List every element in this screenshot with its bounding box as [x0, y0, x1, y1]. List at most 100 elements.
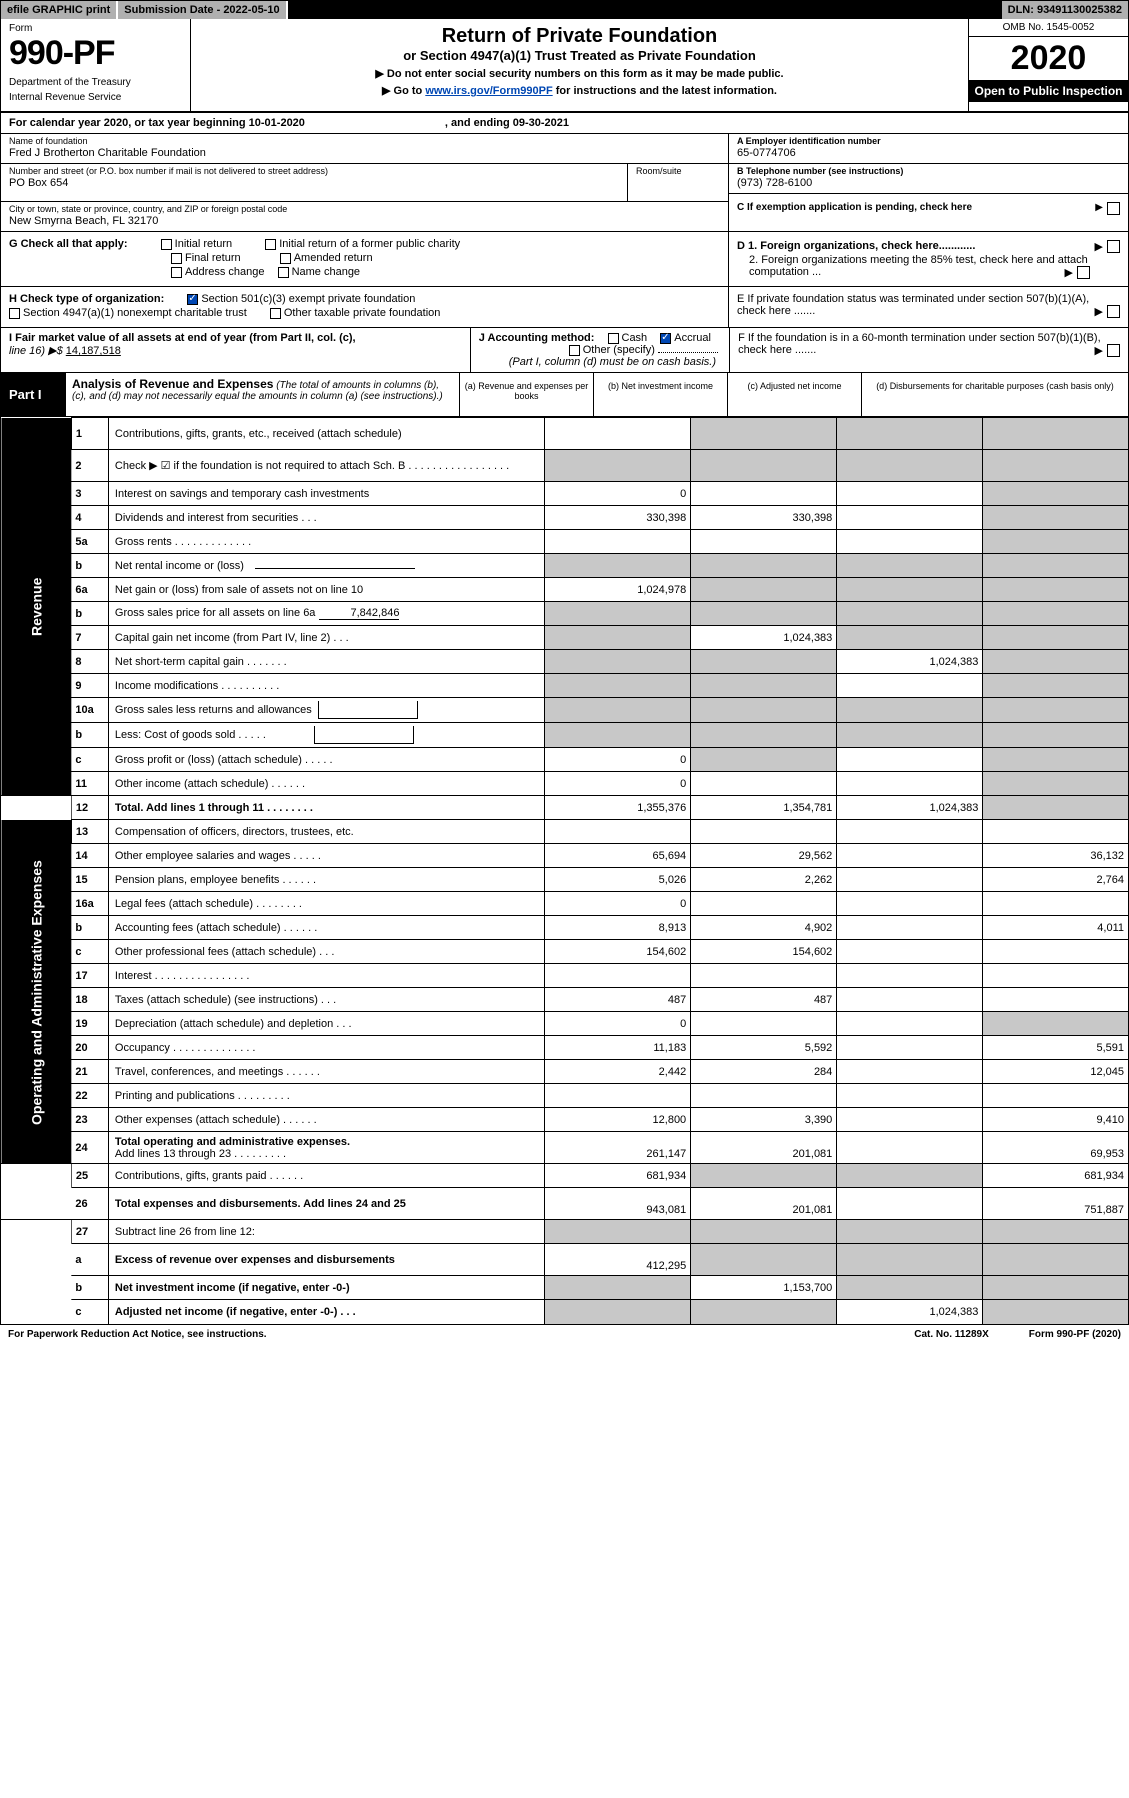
revenue-side-label: Revenue: [1, 418, 71, 796]
h-label: H Check type of organization:: [9, 293, 164, 305]
line-5b: Net rental income or (loss): [108, 554, 544, 578]
tax-year: 2020: [969, 37, 1128, 80]
j-accrual-checkbox[interactable]: [660, 333, 671, 344]
form-number: 990-PF: [9, 34, 182, 73]
line-27c: Adjusted net income (if negative, enter …: [108, 1300, 544, 1324]
g-label: G Check all that apply:: [9, 238, 128, 250]
line-24: Total operating and administrative expen…: [108, 1132, 544, 1164]
part1-header-row: Part I Analysis of Revenue and Expenses …: [1, 373, 1128, 417]
j-label: J Accounting method:: [479, 332, 595, 344]
dept-treasury: Department of the Treasury: [9, 77, 182, 88]
room-label: Room/suite: [628, 164, 728, 201]
j-cash-checkbox[interactable]: [608, 333, 619, 344]
line-5a: Gross rents . . . . . . . . . . . . .: [108, 530, 544, 554]
d2-checkbox[interactable]: [1077, 266, 1090, 279]
form-title: Return of Private Foundation: [203, 25, 956, 48]
line-25: Contributions, gifts, grants paid . . . …: [108, 1164, 544, 1188]
part1-table: Revenue 1Contributions, gifts, grants, e…: [1, 417, 1128, 1324]
ein-label: A Employer identification number: [737, 136, 1120, 146]
form-label: Form: [9, 23, 182, 34]
line-12: Total. Add lines 1 through 11 . . . . . …: [108, 796, 544, 820]
line-27: Subtract line 26 from line 12:: [108, 1220, 544, 1244]
line-11: Other income (attach schedule) . . . . .…: [108, 772, 544, 796]
g-initial-checkbox[interactable]: [161, 239, 172, 250]
page-footer: For Paperwork Reduction Act Notice, see …: [0, 1325, 1129, 1344]
foundation-name: Fred J Brotherton Charitable Foundation: [9, 147, 720, 159]
line-1: Contributions, gifts, grants, etc., rece…: [108, 418, 544, 450]
ssn-note: ▶ Do not enter social security numbers o…: [203, 67, 956, 80]
line-10a: Gross sales less returns and allowances: [108, 698, 544, 723]
g-name-checkbox[interactable]: [278, 267, 289, 278]
d1-checkbox[interactable]: [1107, 240, 1120, 253]
c-checkbox[interactable]: [1107, 202, 1120, 215]
d1-label: D 1. Foreign organizations, check here..…: [737, 240, 975, 252]
g-final-checkbox[interactable]: [171, 253, 182, 264]
col-a-header: (a) Revenue and expenses per books: [459, 373, 593, 416]
form-subtitle: or Section 4947(a)(1) Trust Treated as P…: [203, 48, 956, 63]
j-other-checkbox[interactable]: [569, 345, 580, 356]
irs-label: Internal Revenue Service: [9, 92, 182, 103]
line-17: Interest . . . . . . . . . . . . . . . .: [108, 964, 544, 988]
telephone: (973) 728-6100: [737, 177, 1120, 189]
line-2: Check ▶ ☑ if the foundation is not requi…: [108, 450, 544, 482]
g-addr-checkbox[interactable]: [171, 267, 182, 278]
col-c-header: (c) Adjusted net income: [727, 373, 861, 416]
name-label: Name of foundation: [9, 136, 720, 146]
line-27a: Excess of revenue over expenses and disb…: [108, 1244, 544, 1276]
line-23: Other expenses (attach schedule) . . . .…: [108, 1108, 544, 1132]
line-16b: Accounting fees (attach schedule) . . . …: [108, 916, 544, 940]
ein: 65-0774706: [737, 147, 1120, 159]
open-inspection: Open to Public Inspection: [969, 80, 1128, 102]
line-15: Pension plans, employee benefits . . . .…: [108, 868, 544, 892]
irs-link[interactable]: www.irs.gov/Form990PF: [425, 85, 552, 97]
city-label: City or town, state or province, country…: [9, 204, 720, 214]
c-label: C If exemption application is pending, c…: [737, 202, 972, 213]
col-d-header: (d) Disbursements for charitable purpose…: [861, 373, 1128, 416]
i-label: I Fair market value of all assets at end…: [9, 332, 356, 344]
line-21: Travel, conferences, and meetings . . . …: [108, 1060, 544, 1084]
addr-label: Number and street (or P.O. box number if…: [9, 166, 619, 176]
line-6a: Net gain or (loss) from sale of assets n…: [108, 578, 544, 602]
form-footer-label: Form 990-PF (2020): [1029, 1329, 1121, 1340]
line-13: Compensation of officers, directors, tru…: [108, 820, 544, 844]
h-other-checkbox[interactable]: [270, 308, 281, 319]
d2-label: 2. Foreign organizations meeting the 85%…: [749, 254, 1088, 278]
form-container: efile GRAPHIC print Submission Date - 20…: [0, 0, 1129, 1325]
line-18: Taxes (attach schedule) (see instruction…: [108, 988, 544, 1012]
col-b-header: (b) Net investment income: [593, 373, 727, 416]
h-4947-checkbox[interactable]: [9, 308, 20, 319]
line-16c: Other professional fees (attach schedule…: [108, 940, 544, 964]
calendar-year-line: For calendar year 2020, or tax year begi…: [1, 113, 1128, 134]
f-checkbox[interactable]: [1107, 344, 1120, 357]
e-label: E If private foundation status was termi…: [737, 293, 1089, 317]
g-initpub-checkbox[interactable]: [265, 239, 276, 250]
line-8: Net short-term capital gain . . . . . . …: [108, 650, 544, 674]
line-26: Total expenses and disbursements. Add li…: [108, 1188, 544, 1220]
e-checkbox[interactable]: [1107, 305, 1120, 318]
address: PO Box 654: [9, 177, 619, 189]
city-state-zip: New Smyrna Beach, FL 32170: [9, 215, 720, 227]
line-10c: Gross profit or (loss) (attach schedule)…: [108, 748, 544, 772]
opex-side-label: Operating and Administrative Expenses: [1, 820, 71, 1164]
h-501c3-checkbox[interactable]: [187, 294, 198, 305]
part1-title: Analysis of Revenue and Expenses: [72, 377, 273, 391]
line-14: Other employee salaries and wages . . . …: [108, 844, 544, 868]
part1-label: Part I: [1, 373, 66, 416]
omb-number: OMB No. 1545-0052: [969, 19, 1128, 37]
line-3: Interest on savings and temporary cash i…: [108, 482, 544, 506]
tel-label: B Telephone number (see instructions): [737, 166, 1120, 176]
line-4: Dividends and interest from securities .…: [108, 506, 544, 530]
line-9: Income modifications . . . . . . . . . .: [108, 674, 544, 698]
line-20: Occupancy . . . . . . . . . . . . . .: [108, 1036, 544, 1060]
line-22: Printing and publications . . . . . . . …: [108, 1084, 544, 1108]
line-10b: Less: Cost of goods sold . . . . .: [108, 723, 544, 748]
line-19: Depreciation (attach schedule) and deple…: [108, 1012, 544, 1036]
i-j-f-section: I Fair market value of all assets at end…: [1, 328, 1128, 373]
dln: DLN: 93491130025382: [1002, 1, 1128, 19]
efile-print-button[interactable]: efile GRAPHIC print: [1, 1, 118, 19]
f-label: F If the foundation is in a 60-month ter…: [738, 332, 1101, 356]
line-7: Capital gain net income (from Part IV, l…: [108, 626, 544, 650]
g-amend-checkbox[interactable]: [280, 253, 291, 264]
h-e-section: H Check type of organization: Section 50…: [1, 287, 1128, 328]
submission-date: Submission Date - 2022-05-10: [118, 1, 287, 19]
